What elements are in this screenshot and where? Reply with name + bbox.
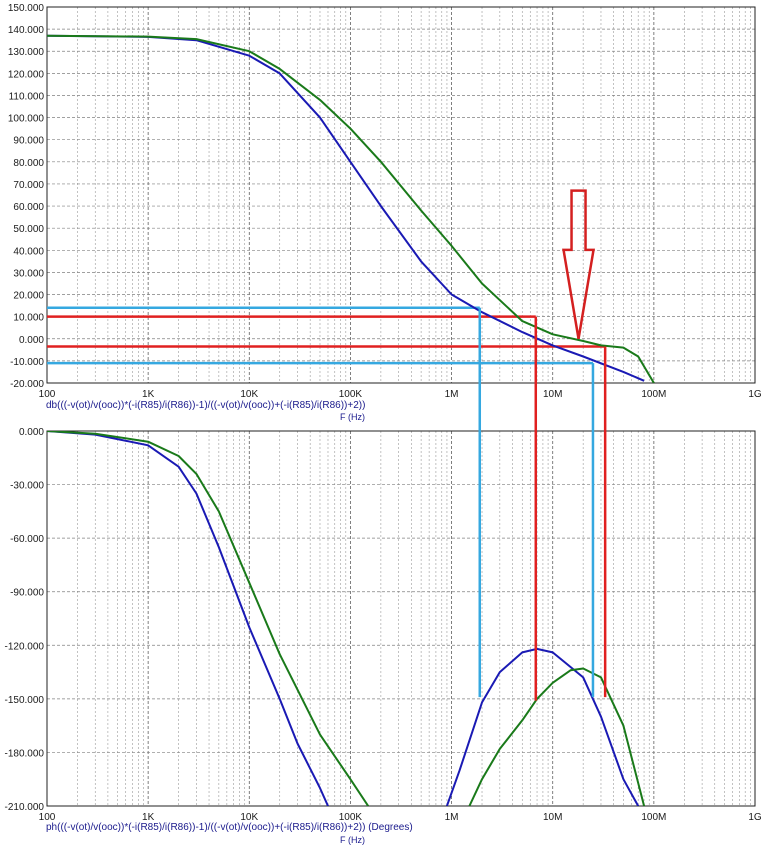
- phase-x-axis-name: F (Hz): [340, 835, 365, 845]
- magnitude-xlabel: db(((-v(ot)/v(ooc))*(-i(R85)/i(R86))-1)/…: [46, 400, 365, 411]
- x-tick-label: 1M: [445, 389, 459, 400]
- marker-connector-lines: [478, 307, 607, 701]
- y-tick-label: 120.000: [8, 69, 45, 80]
- magnitude-chart: 100 1K 10K 100K 1M 10M 100M 1G -20.000 -10.000 0.0…: [8, 3, 762, 400]
- phase-xlabel: ph(((-v(ot)/v(ooc))*(-i(R85)/i(R86))-1)/…: [46, 822, 413, 833]
- y-tick-label: 40.000: [13, 246, 44, 257]
- series-line-1: [47, 34, 655, 383]
- y-tick-label: -150.000: [5, 695, 45, 706]
- y-tick-label: 100.000: [8, 114, 45, 125]
- y-tick-label: 0.000: [19, 427, 44, 438]
- series-line-0: [47, 34, 645, 382]
- x-tick-label: 10K: [240, 389, 258, 400]
- x-tick-label: 100M: [641, 812, 666, 823]
- y-tick-label: 90.000: [13, 136, 44, 147]
- x-tick-label: 1G: [748, 812, 762, 823]
- plot-frame: [46, 6, 756, 384]
- x-tick-label: 1G: [748, 389, 762, 400]
- x-tick-label: 100M: [641, 389, 666, 400]
- x-tick-label: 1K: [142, 812, 155, 823]
- y-tick-label: 0.000: [19, 335, 44, 346]
- series-line-1: [47, 431, 370, 806]
- y-tick-label: 80.000: [13, 158, 44, 169]
- y-tick-label: -120.000: [5, 641, 45, 652]
- x-tick-label: 100: [39, 389, 56, 400]
- x-tick-label: 1M: [445, 812, 459, 823]
- y-tick-label: 30.000: [13, 268, 44, 279]
- y-tick-label: 20.000: [13, 291, 44, 302]
- y-tick-label: -90.000: [10, 588, 44, 599]
- magnitude-x-axis-name: F (Hz): [340, 412, 365, 422]
- x-tick-label: 10M: [543, 812, 562, 823]
- y-tick-label: -60.000: [10, 534, 44, 545]
- y-tick-label: -20.000: [10, 379, 44, 390]
- y-tick-label: 10.000: [13, 313, 44, 324]
- y-tick-label: 50.000: [13, 224, 44, 235]
- series-line-1: [468, 667, 646, 806]
- y-tick-label: -10.000: [10, 357, 44, 368]
- y-tick-label: -30.000: [10, 481, 44, 492]
- x-tick-label: 1K: [142, 389, 155, 400]
- x-tick-label: 10M: [543, 389, 562, 400]
- y-tick-label: -180.000: [5, 748, 45, 759]
- x-tick-label: 10K: [240, 812, 258, 823]
- y-tick-label: 110.000: [9, 91, 45, 102]
- y-tick-label: 60.000: [13, 202, 44, 213]
- x-tick-label: 100K: [339, 812, 363, 823]
- y-tick-label: -210.000: [5, 802, 45, 813]
- y-tick-label: 70.000: [13, 180, 44, 191]
- phase-chart: 100 1K 10K 100K 1M 10M 100M 1G -210.000 -180.000 -…: [5, 427, 762, 823]
- series-line-0: [47, 431, 329, 806]
- y-tick-label: 150.000: [8, 3, 45, 14]
- highlight-arrow: [562, 189, 596, 339]
- x-tick-label: 100K: [339, 389, 363, 400]
- plot-frame: [46, 430, 756, 807]
- x-tick-label: 100: [39, 812, 56, 823]
- y-tick-label: 130.000: [8, 47, 45, 58]
- y-tick-label: 140.000: [8, 25, 45, 36]
